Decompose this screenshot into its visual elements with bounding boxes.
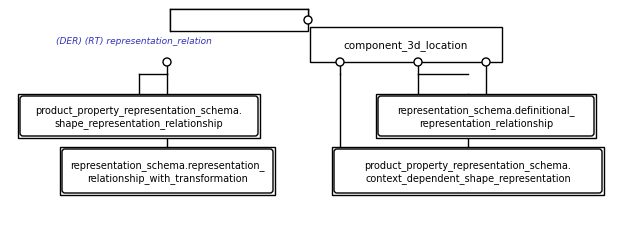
Circle shape — [163, 59, 171, 67]
FancyBboxPatch shape — [62, 149, 273, 193]
Text: product_property_representation_schema.
shape_representation_relationship: product_property_representation_schema. … — [35, 105, 243, 128]
Bar — [376, 95, 596, 138]
Circle shape — [482, 59, 490, 67]
Circle shape — [336, 59, 344, 67]
Bar — [332, 147, 604, 195]
Text: product_property_representation_schema.
context_dependent_shape_representation: product_property_representation_schema. … — [365, 160, 571, 183]
Bar — [310, 28, 502, 63]
FancyBboxPatch shape — [378, 97, 594, 136]
FancyBboxPatch shape — [334, 149, 602, 193]
Text: representation_schema.definitional_
representation_relationship: representation_schema.definitional_ repr… — [398, 105, 575, 128]
FancyBboxPatch shape — [20, 97, 258, 136]
Text: (DER) (RT) representation_relation: (DER) (RT) representation_relation — [56, 37, 212, 46]
Circle shape — [414, 59, 422, 67]
Bar — [170, 10, 308, 32]
Text: representation_schema.representation_
relationship_with_transformation: representation_schema.representation_ re… — [71, 160, 265, 183]
Text: component_3d_location: component_3d_location — [344, 40, 468, 51]
Circle shape — [304, 17, 312, 25]
Bar — [18, 95, 260, 138]
Bar — [60, 147, 275, 195]
